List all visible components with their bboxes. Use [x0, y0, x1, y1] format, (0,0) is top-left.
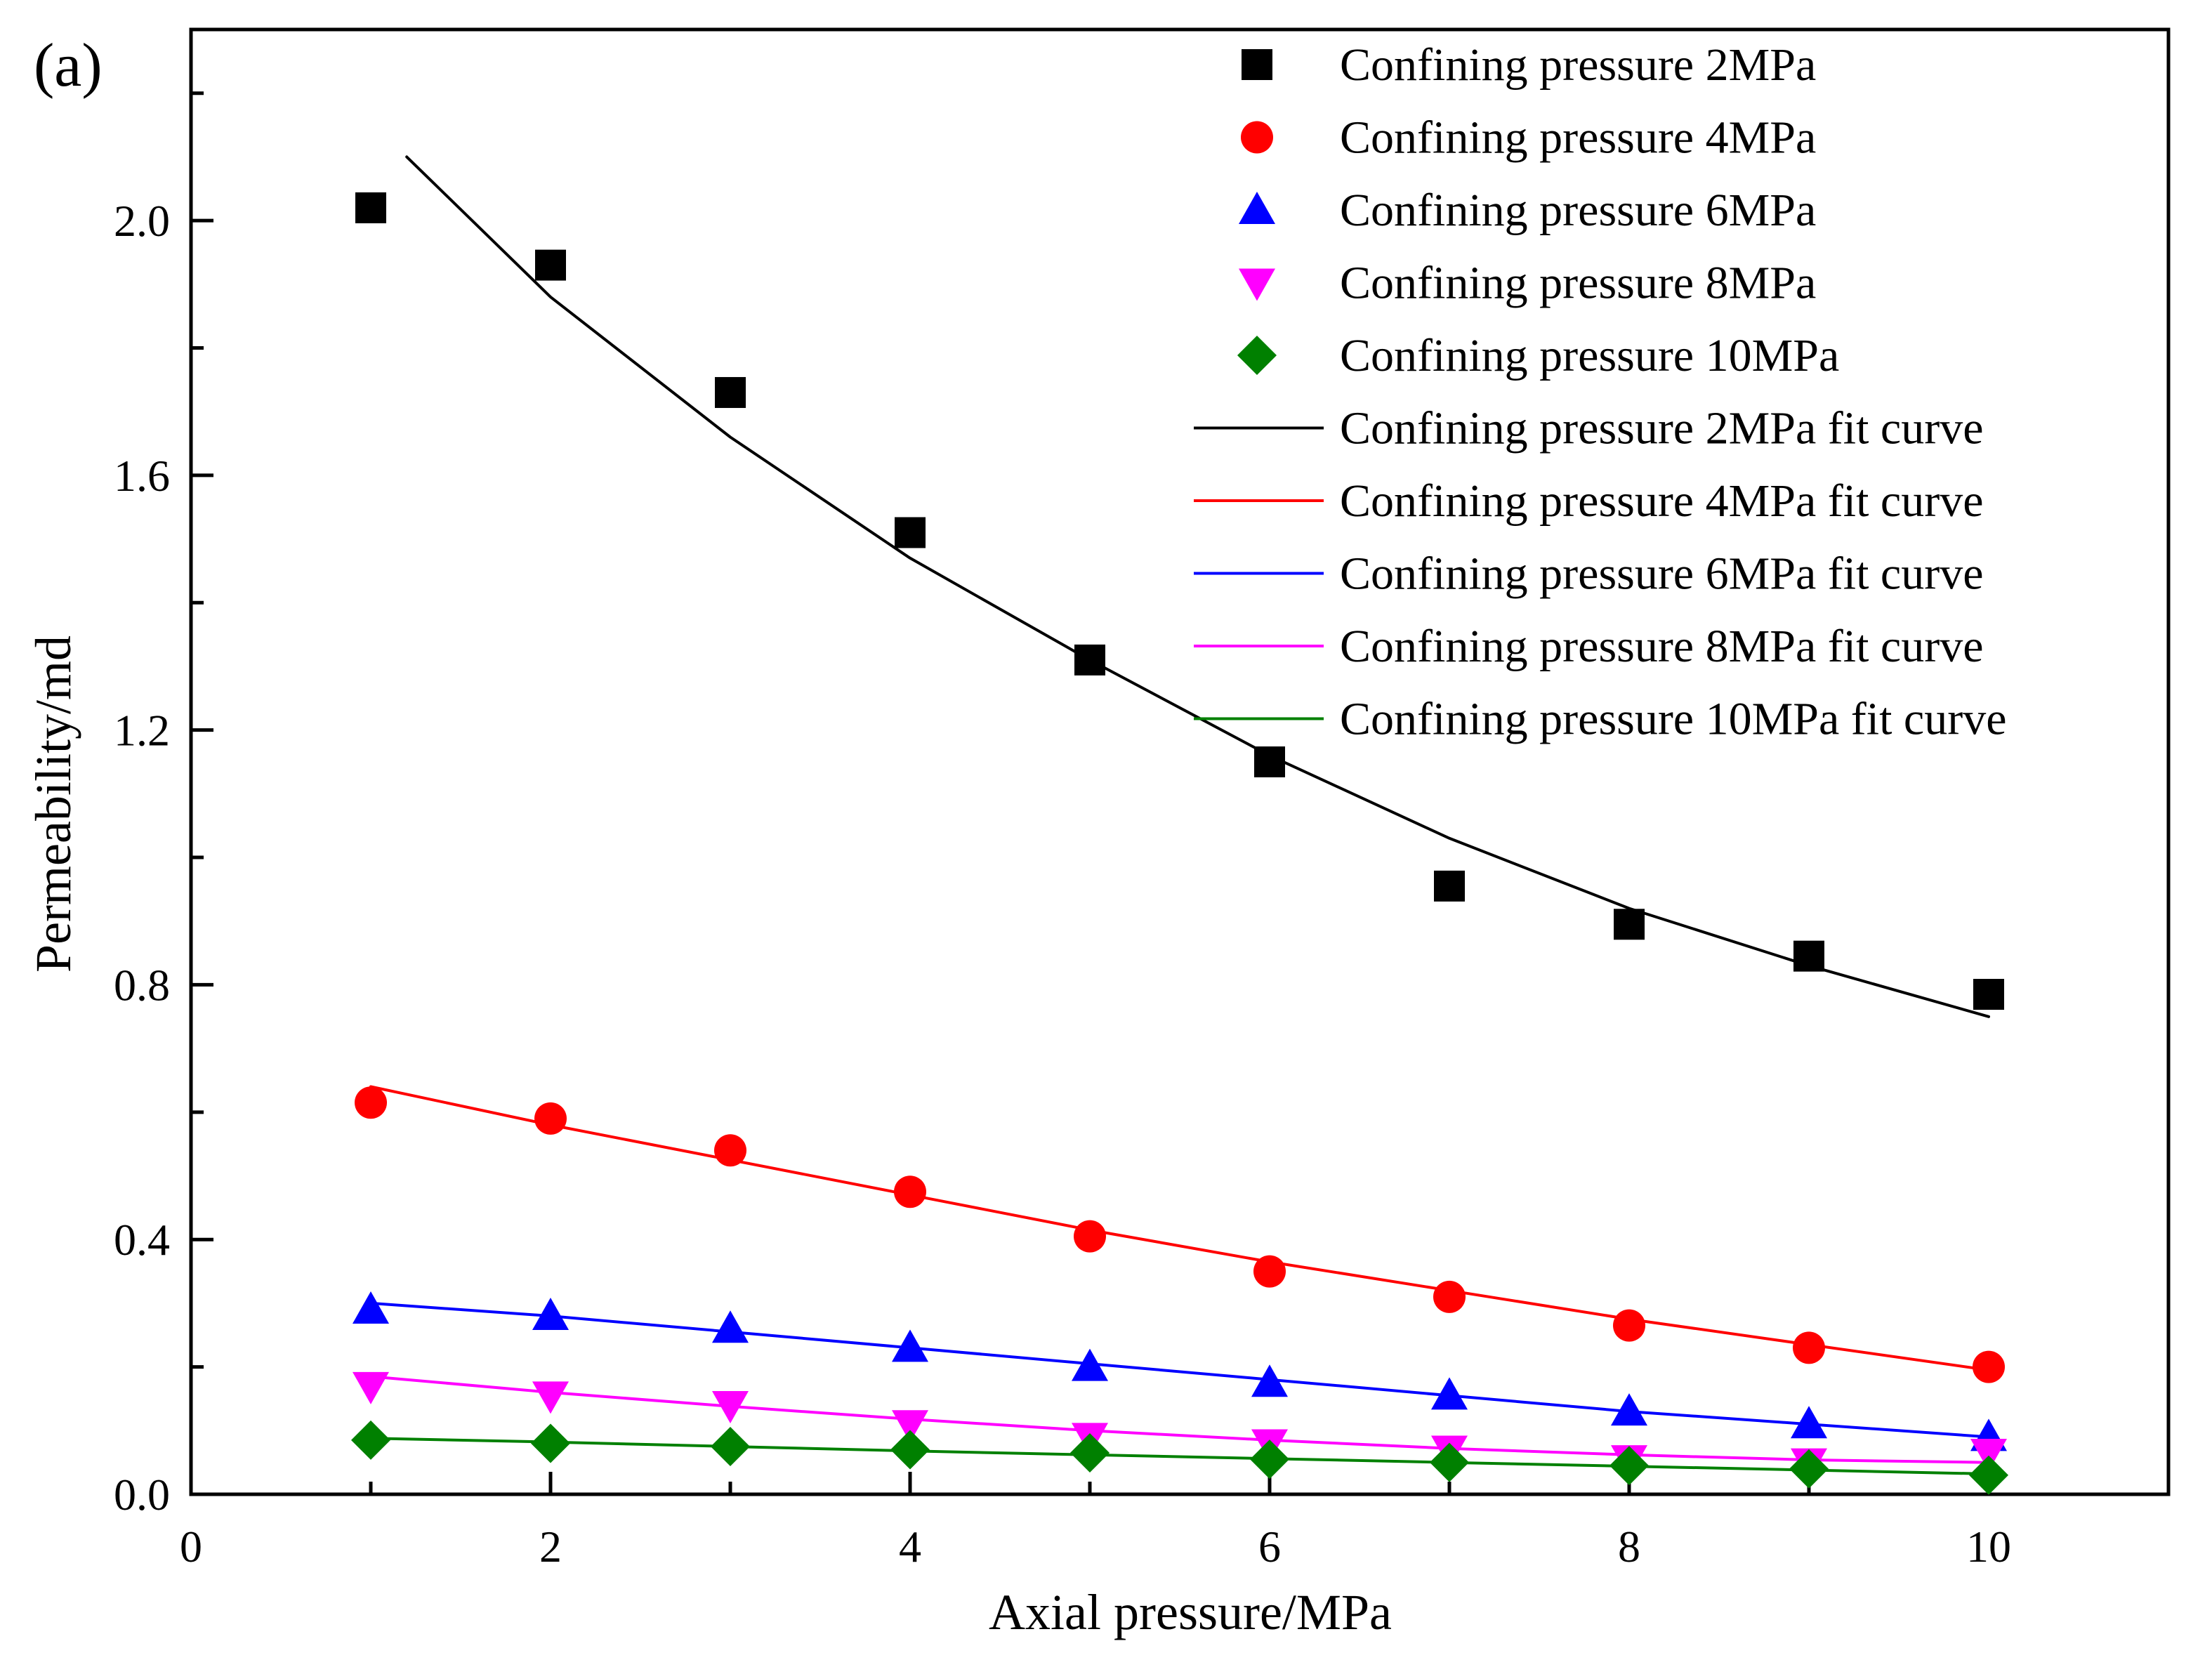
- fit-curve-line-5: [369, 1437, 1990, 1475]
- legend-label: Confining pressure 8MPa: [1340, 258, 1816, 309]
- data-point: [894, 1175, 926, 1208]
- series-2: [355, 1086, 2005, 1383]
- data-point: [1614, 909, 1645, 940]
- series-4: [353, 1371, 2007, 1481]
- fit-curve-line-1: [405, 155, 1990, 1018]
- data-point: [712, 1391, 749, 1424]
- data-point: [1251, 1364, 1288, 1397]
- data-point: [355, 1086, 387, 1119]
- data-point: [895, 517, 926, 548]
- data-point: [1793, 1331, 1825, 1364]
- legend-label: Confining pressure 6MPa: [1340, 185, 1816, 236]
- legend-marker: [1242, 49, 1272, 80]
- fit-curve-line-2: [369, 1085, 1990, 1372]
- data-point: [1431, 1377, 1468, 1410]
- y-tick-label: 1.2: [114, 706, 170, 756]
- x-tick-label: 0: [180, 1522, 202, 1572]
- data-point: [1253, 1255, 1286, 1288]
- legend-label: Confining pressure 6MPa fit curve: [1340, 548, 1984, 600]
- data-point: [711, 1426, 750, 1466]
- data-point: [532, 1381, 569, 1414]
- data-point: [535, 249, 566, 281]
- legend-label: Confining pressure 2MPa: [1340, 39, 1816, 91]
- legend-label: Confining pressure 2MPa fit curve: [1340, 403, 1984, 454]
- y-tick-label: 0.4: [114, 1215, 170, 1265]
- data-point: [534, 1102, 567, 1135]
- data-point: [1969, 1455, 2008, 1495]
- fit-curve-line-3: [369, 1301, 1990, 1439]
- series-5: [351, 1420, 2008, 1495]
- legend-marker: [1241, 121, 1273, 154]
- data-point: [355, 192, 386, 223]
- data-point: [532, 1298, 569, 1331]
- data-point: [1970, 1439, 2007, 1472]
- data-point: [1609, 1446, 1649, 1486]
- data-point: [1254, 746, 1285, 777]
- y-tick-label: 1.6: [114, 451, 170, 501]
- legend-marker: [1239, 268, 1275, 301]
- data-point: [1430, 1442, 1469, 1482]
- data-point: [714, 1134, 746, 1167]
- series-1: [355, 192, 2004, 1010]
- data-point: [531, 1423, 570, 1463]
- x-tick-label: 6: [1258, 1522, 1281, 1572]
- y-axis-title: Permeability/md: [25, 635, 81, 973]
- data-point: [1072, 1348, 1108, 1381]
- y-axis: 0.0 0.4 0.8 1.2 1.6 2.0: [114, 91, 213, 1520]
- data-point: [712, 1310, 749, 1343]
- data-point: [1789, 1449, 1829, 1489]
- panel-label: (a): [34, 32, 103, 100]
- data-point: [1791, 1406, 1827, 1439]
- x-axis: 0 2 4 6 8 10: [180, 1472, 2011, 1572]
- series-3: [353, 1291, 2007, 1451]
- data-point: [892, 1410, 928, 1443]
- fit-curves: [369, 155, 1990, 1475]
- data-point: [715, 376, 746, 408]
- x-axis-title: Axial pressure/MPa: [989, 1584, 1392, 1640]
- data-point: [890, 1430, 930, 1470]
- legend-label: Confining pressure 10MPa fit curve: [1340, 694, 2007, 745]
- data-point: [1611, 1393, 1647, 1426]
- data-point: [892, 1329, 928, 1362]
- data-point: [1070, 1433, 1110, 1473]
- plot-frame: [189, 27, 2171, 1496]
- legend-marker: [1239, 192, 1275, 224]
- data-point: [1074, 1220, 1106, 1253]
- data-point: [1973, 979, 2004, 1010]
- data-point: [353, 1291, 389, 1324]
- x-tick-label: 10: [1966, 1522, 2011, 1572]
- legend-marker: [1237, 336, 1277, 375]
- data-point: [353, 1371, 389, 1404]
- y-tick-label: 0.0: [114, 1470, 170, 1520]
- legend-label: Confining pressure 10MPa: [1340, 330, 1839, 381]
- legend: Confining pressure 2MPa Confining pressur…: [1194, 39, 2007, 745]
- data-point: [1434, 870, 1465, 902]
- y-tick-label: 0.8: [114, 960, 170, 1010]
- data-point: [1433, 1280, 1466, 1313]
- data-point: [1973, 1350, 2005, 1383]
- data-point: [1250, 1440, 1289, 1480]
- data-markers: [351, 192, 2008, 1495]
- data-point: [351, 1420, 390, 1460]
- data-point: [1074, 644, 1105, 676]
- fit-curve-line-4: [369, 1375, 1990, 1464]
- x-tick-label: 4: [899, 1522, 921, 1572]
- legend-label: Confining pressure 4MPa: [1340, 112, 1816, 164]
- x-tick-label: 2: [539, 1522, 562, 1572]
- plot-border: [189, 27, 2171, 1496]
- legend-label: Confining pressure 4MPa fit curve: [1340, 475, 1984, 527]
- data-point: [1613, 1309, 1645, 1342]
- y-tick-label: 2.0: [114, 196, 170, 246]
- legend-label: Confining pressure 8MPa fit curve: [1340, 621, 1984, 672]
- data-point: [1793, 940, 1824, 972]
- x-tick-label: 8: [1618, 1522, 1640, 1572]
